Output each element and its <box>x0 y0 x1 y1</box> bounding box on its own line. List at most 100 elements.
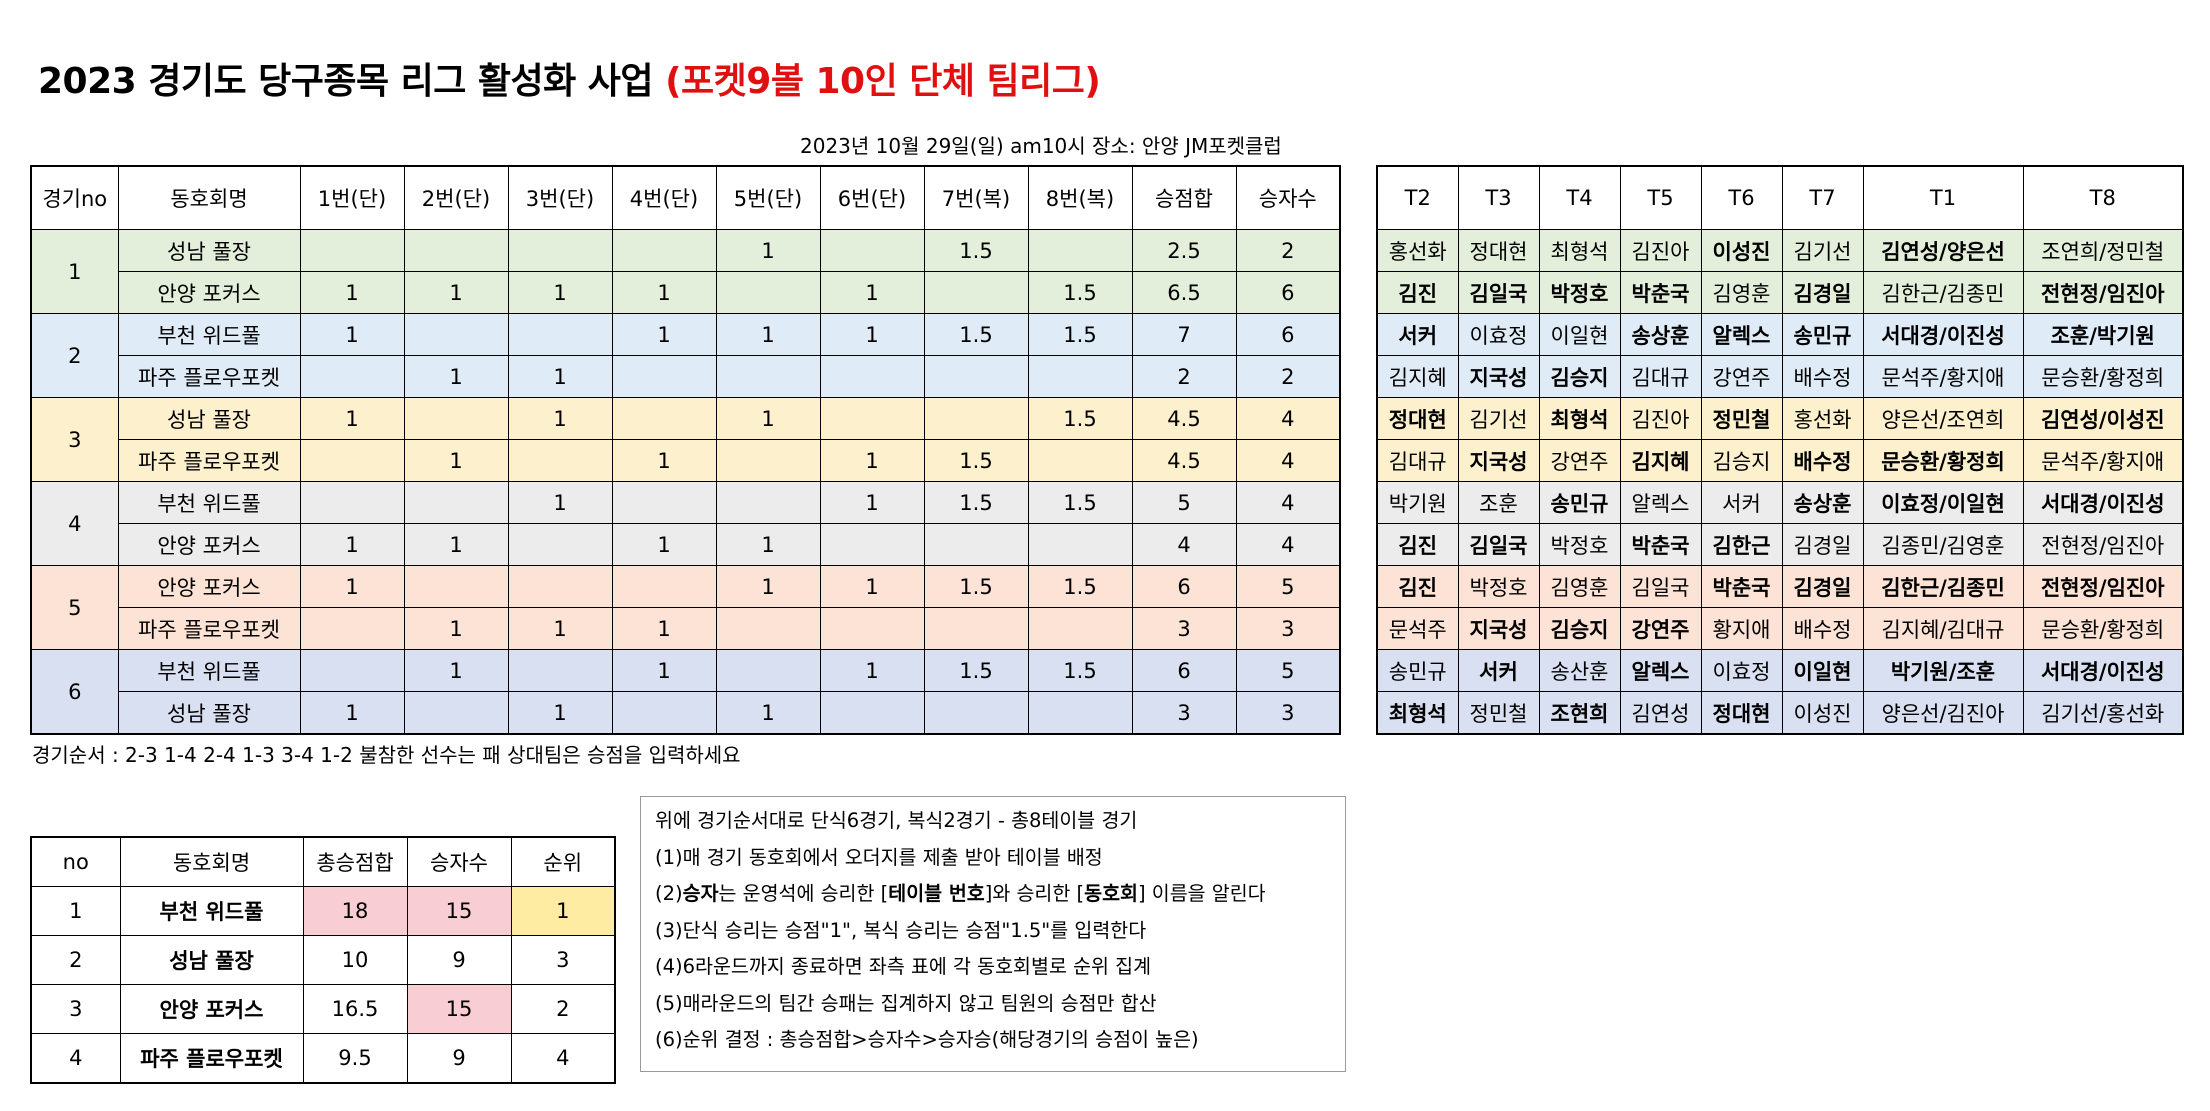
score-cell[interactable]: 1.5 <box>1027 481 1133 524</box>
score-cell[interactable]: 1.5 <box>923 439 1029 482</box>
score-cell[interactable] <box>507 523 613 566</box>
score-cell[interactable] <box>923 691 1029 735</box>
score-cell[interactable]: 1 <box>611 607 717 650</box>
score-cell[interactable]: 1 <box>715 397 821 440</box>
score-cell[interactable]: 1 <box>715 565 821 608</box>
score-cell[interactable] <box>715 481 821 524</box>
score-cell[interactable] <box>611 481 717 524</box>
score-cell[interactable] <box>403 313 509 356</box>
score-cell[interactable] <box>299 607 405 650</box>
score-cell[interactable] <box>403 481 509 524</box>
score-cell[interactable] <box>923 271 1029 314</box>
score-cell[interactable]: 1 <box>507 691 613 735</box>
score-cell[interactable] <box>611 691 717 735</box>
score-cell[interactable]: 1 <box>611 439 717 482</box>
match-row: 5 안양 포커스 1 1 1 1.5 1.5 6 5 <box>30 565 1341 650</box>
player-cell: 송상훈 <box>1781 481 1864 524</box>
score-cell[interactable]: 1.5 <box>923 229 1029 272</box>
score-cell[interactable] <box>611 355 717 398</box>
score-cell[interactable] <box>299 649 405 692</box>
score-cell[interactable]: 1 <box>299 691 405 735</box>
score-cell[interactable] <box>819 355 925 398</box>
score-cell[interactable]: 1 <box>819 649 925 692</box>
score-cell[interactable] <box>611 229 717 272</box>
score-cell[interactable] <box>923 523 1029 566</box>
score-cell[interactable]: 1.5 <box>1027 649 1133 692</box>
score-cell[interactable] <box>715 355 821 398</box>
score-cell[interactable]: 1 <box>403 607 509 650</box>
score-cell[interactable]: 1 <box>507 355 613 398</box>
score-cell[interactable] <box>1027 439 1133 482</box>
score-cell[interactable]: 1 <box>611 649 717 692</box>
score-cell[interactable] <box>715 649 821 692</box>
score-cell[interactable] <box>819 229 925 272</box>
score-cell[interactable] <box>923 355 1029 398</box>
score-cell[interactable] <box>819 691 925 735</box>
score-cell[interactable]: 1 <box>611 313 717 356</box>
score-cell[interactable] <box>299 355 405 398</box>
score-cell[interactable] <box>1027 523 1133 566</box>
score-cell[interactable] <box>507 439 613 482</box>
score-cell[interactable] <box>819 397 925 440</box>
score-cell[interactable] <box>403 397 509 440</box>
score-cell[interactable] <box>403 691 509 735</box>
score-cell[interactable] <box>1027 607 1133 650</box>
player-cell: 서대경/이진성 <box>2022 649 2184 692</box>
score-cell[interactable] <box>715 271 821 314</box>
score-cell[interactable]: 1 <box>299 271 405 314</box>
score-cell[interactable]: 1 <box>507 607 613 650</box>
score-cell[interactable] <box>819 607 925 650</box>
score-cell[interactable]: 1 <box>403 355 509 398</box>
score-cell[interactable]: 1.5 <box>1027 271 1133 314</box>
score-cell[interactable]: 1 <box>403 439 509 482</box>
score-cell[interactable] <box>507 313 613 356</box>
score-cell[interactable]: 1 <box>819 565 925 608</box>
score-cell[interactable]: 1 <box>819 313 925 356</box>
score-cell[interactable]: 1 <box>299 397 405 440</box>
score-cell[interactable] <box>611 397 717 440</box>
score-cell[interactable]: 1 <box>715 313 821 356</box>
score-cell[interactable] <box>507 565 613 608</box>
score-cell[interactable]: 1 <box>299 313 405 356</box>
score-cell[interactable]: 1 <box>507 271 613 314</box>
score-cell[interactable]: 1 <box>403 649 509 692</box>
score-cell[interactable]: 1 <box>715 229 821 272</box>
player-cell: 정민철 <box>1457 691 1540 735</box>
score-cell[interactable] <box>923 607 1029 650</box>
score-cell[interactable]: 1.5 <box>923 649 1029 692</box>
score-cell[interactable] <box>403 229 509 272</box>
score-cell[interactable]: 1 <box>611 271 717 314</box>
score-cell[interactable] <box>299 439 405 482</box>
score-cell[interactable]: 1 <box>715 523 821 566</box>
score-cell[interactable] <box>715 607 821 650</box>
score-cell[interactable]: 1.5 <box>1027 565 1133 608</box>
score-cell[interactable] <box>1027 691 1133 735</box>
score-cell[interactable] <box>1027 229 1133 272</box>
score-cell[interactable]: 1.5 <box>923 481 1029 524</box>
score-cell[interactable]: 1 <box>507 397 613 440</box>
score-cell[interactable] <box>299 481 405 524</box>
score-cell[interactable]: 1.5 <box>923 313 1029 356</box>
score-cell[interactable]: 1 <box>611 523 717 566</box>
score-cell[interactable] <box>923 397 1029 440</box>
score-cell[interactable]: 1 <box>299 523 405 566</box>
score-cell[interactable]: 1.5 <box>923 565 1029 608</box>
score-cell[interactable] <box>1027 355 1133 398</box>
score-cell[interactable]: 1 <box>819 271 925 314</box>
score-cell[interactable]: 1 <box>507 481 613 524</box>
score-cell[interactable]: 1 <box>819 439 925 482</box>
score-cell[interactable]: 1.5 <box>1027 397 1133 440</box>
score-cell[interactable]: 1 <box>715 691 821 735</box>
score-cell[interactable]: 1.5 <box>1027 313 1133 356</box>
score-cell[interactable]: 1 <box>403 271 509 314</box>
score-cell[interactable] <box>507 229 613 272</box>
score-cell[interactable] <box>715 439 821 482</box>
score-cell[interactable] <box>611 565 717 608</box>
score-cell[interactable]: 1 <box>403 523 509 566</box>
score-cell[interactable] <box>819 523 925 566</box>
score-cell[interactable]: 1 <box>819 481 925 524</box>
score-cell[interactable] <box>507 649 613 692</box>
score-cell[interactable] <box>403 565 509 608</box>
score-cell[interactable]: 1 <box>299 565 405 608</box>
score-cell[interactable] <box>299 229 405 272</box>
